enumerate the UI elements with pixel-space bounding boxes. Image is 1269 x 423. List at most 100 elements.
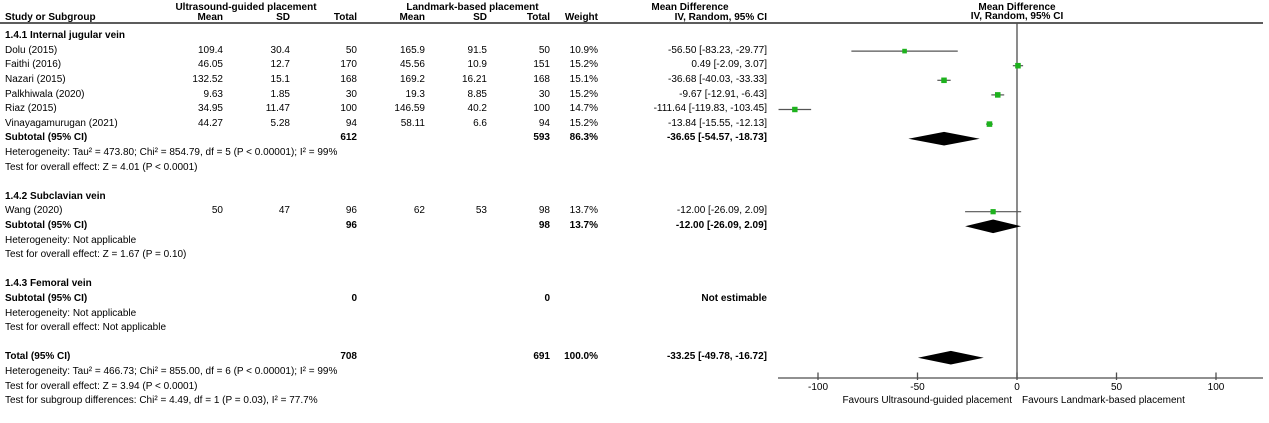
footnote-text: Test for subgroup differences: Chi² = 4.… xyxy=(5,395,318,407)
sd1-cell: 15.1 xyxy=(270,74,290,85)
weight-column-header: Weight xyxy=(564,11,598,23)
mean-difference-plot-header: Mean Difference xyxy=(978,2,1056,13)
sd1-cell: 5.28 xyxy=(270,117,290,129)
mean1-cell: 44.27 xyxy=(197,117,223,129)
mean2-cell: 58.11 xyxy=(400,117,425,129)
footnote-row: Test for subgroup differences: Chi² = 4.… xyxy=(0,394,762,409)
study-name-cell: Subtotal (95% CI) xyxy=(5,293,88,304)
total1-cell: 50 xyxy=(345,44,357,56)
group2-header: Landmark-based placement xyxy=(406,2,539,13)
footnote-row: Heterogeneity: Not applicable xyxy=(0,234,762,249)
weight-cell: 13.7% xyxy=(569,220,598,231)
weight-cell: 14.7% xyxy=(569,103,598,115)
ci-cell: -36.65 [-54.57, -18.73] xyxy=(666,132,767,144)
effect-marker xyxy=(1015,62,1021,69)
total1-cell: 96 xyxy=(345,205,357,217)
weight-cell: 100.0% xyxy=(564,351,598,363)
ci-cell: -9.67 [-12.91, -6.43] xyxy=(679,88,767,100)
total2-cell: 98 xyxy=(538,205,550,217)
effect-marker xyxy=(941,77,947,84)
study-name-cell: Subtotal (95% CI) xyxy=(5,132,88,144)
subgroup-label: 1.4.1 Internal jugular vein xyxy=(5,30,126,42)
study-row: Faithi (2016) 46.05 12.7 170 45.56 10.9 151 15.… xyxy=(0,58,767,73)
total1-cell: 168 xyxy=(340,74,357,85)
effect-marker xyxy=(990,209,996,215)
mean1-cell: 34.95 xyxy=(197,103,223,115)
footnote-text: Heterogeneity: Not applicable xyxy=(5,234,137,246)
mean-difference-column-header: Mean Difference xyxy=(651,2,729,13)
sd1-cell: 11.47 xyxy=(265,103,290,115)
subgroup-label-row: 1.4.2 Subclavian vein xyxy=(0,190,762,205)
study-row: Palkhiwala (2020) 9.63 1.85 30 19.3 8.85 30 15.… xyxy=(0,88,767,103)
ci-cell: -36.68 [-40.03, -33.33] xyxy=(668,74,767,85)
total1-cell: 30 xyxy=(345,88,357,100)
sd2-cell: 8.85 xyxy=(467,88,487,100)
weight-cell: 15.2% xyxy=(569,88,598,100)
ci-cell: -12.00 [-26.09, 2.09] xyxy=(676,205,767,217)
total2-cell: 691 xyxy=(533,351,550,363)
study-name-cell: Riaz (2015) xyxy=(5,103,57,115)
study-name-cell: Subtotal (95% CI) xyxy=(5,220,88,231)
study-name-cell: Nazari (2015) xyxy=(5,74,66,85)
weight-cell: 15.2% xyxy=(569,59,598,71)
sd2-cell: 91.5 xyxy=(467,44,487,56)
axis-tick-label: -50 xyxy=(910,382,925,393)
footnote-text: Test for overall effect: Z = 3.94 (P < 0… xyxy=(5,380,198,392)
footnote-row: Test for overall effect: Not applicable xyxy=(0,321,762,336)
mean1-cell: 50 xyxy=(211,205,223,217)
subtotal-row: Subtotal (95% CI) 96 98 13.7% -12.00 [-26.09… xyxy=(0,219,767,234)
subtotal-diamond xyxy=(965,219,1022,234)
study-row: Nazari (2015) 132.52 15.1 168 169.2 16.21 168 1… xyxy=(0,73,767,88)
sd2-cell: 53 xyxy=(475,205,487,217)
study-name-cell: Total (95% CI) xyxy=(5,351,71,363)
subtotal-row: Subtotal (95% CI) 612 593 86.3% -36.65 [-54.… xyxy=(0,131,767,146)
footnote-row: Heterogeneity: Tau² = 473.80; Chi² = 854… xyxy=(0,146,762,161)
footnote-row: Test for overall effect: Z = 1.67 (P = 0… xyxy=(0,248,762,263)
mean1-cell: 46.05 xyxy=(197,59,223,71)
sd1-cell: 12.7 xyxy=(270,59,290,71)
total1-cell: 170 xyxy=(340,59,357,71)
study-name-cell: Faithi (2016) xyxy=(5,59,62,71)
effect-marker xyxy=(994,92,1001,98)
weight-cell: 15.2% xyxy=(569,117,598,129)
sd2-cell: 10.9 xyxy=(467,59,487,71)
footnote-text: Test for overall effect: Z = 4.01 (P < 0… xyxy=(5,161,198,173)
mean2-cell: 169.2 xyxy=(399,74,425,85)
footnote-text: Heterogeneity: Not applicable xyxy=(5,307,137,319)
study-row: Dolu (2015) 109.4 30.4 50 165.9 91.5 50 10.9% -5… xyxy=(0,44,767,59)
subtotal-row: Subtotal (95% CI) 0 0 Not estimable xyxy=(0,292,767,307)
study-row: Wang (2020) 50 47 96 62 53 98 13.7% -12.00 [-26.… xyxy=(0,204,767,219)
footnote-text: Test for overall effect: Not applicable xyxy=(5,322,167,334)
total2-cell: 100 xyxy=(533,103,550,115)
mean2-cell: 146.59 xyxy=(394,103,425,115)
study-name-cell: Vinayagamurugan (2021) xyxy=(5,117,118,129)
total2-cell: 151 xyxy=(533,59,550,71)
study-column-header: Study or Subgroup xyxy=(5,11,96,23)
study-name-cell: Palkhiwala (2020) xyxy=(5,88,85,100)
sd1-cell: 47 xyxy=(278,205,290,217)
total2-cell: 593 xyxy=(533,132,550,144)
weight-cell: 15.1% xyxy=(569,74,598,85)
subgroup-label: 1.4.3 Femoral vein xyxy=(5,278,92,290)
sd2-column-header: SD xyxy=(473,11,487,23)
sd1-cell: 1.85 xyxy=(270,88,290,100)
effect-marker xyxy=(902,48,907,54)
mean2-column-header: Mean xyxy=(399,11,425,23)
footnote-row: Test for overall effect: Z = 3.94 (P < 0… xyxy=(0,380,762,395)
total2-column-header: Total xyxy=(526,11,550,23)
total2-cell: 30 xyxy=(538,88,550,100)
mean1-cell: 132.52 xyxy=(192,74,223,85)
total2-cell: 94 xyxy=(538,117,550,129)
weight-cell: 10.9% xyxy=(569,44,598,56)
sd2-cell: 40.2 xyxy=(467,103,487,115)
total2-cell: 98 xyxy=(538,220,550,231)
subgroup-label: 1.4.2 Subclavian vein xyxy=(5,190,106,202)
sd1-cell: 30.4 xyxy=(270,44,290,56)
weight-cell: 13.7% xyxy=(569,205,598,217)
study-name-cell: Dolu (2015) xyxy=(5,44,58,56)
mean2-cell: 19.3 xyxy=(405,88,425,100)
axis-tick-label: -100 xyxy=(807,382,828,393)
total2-cell: 0 xyxy=(544,293,550,304)
